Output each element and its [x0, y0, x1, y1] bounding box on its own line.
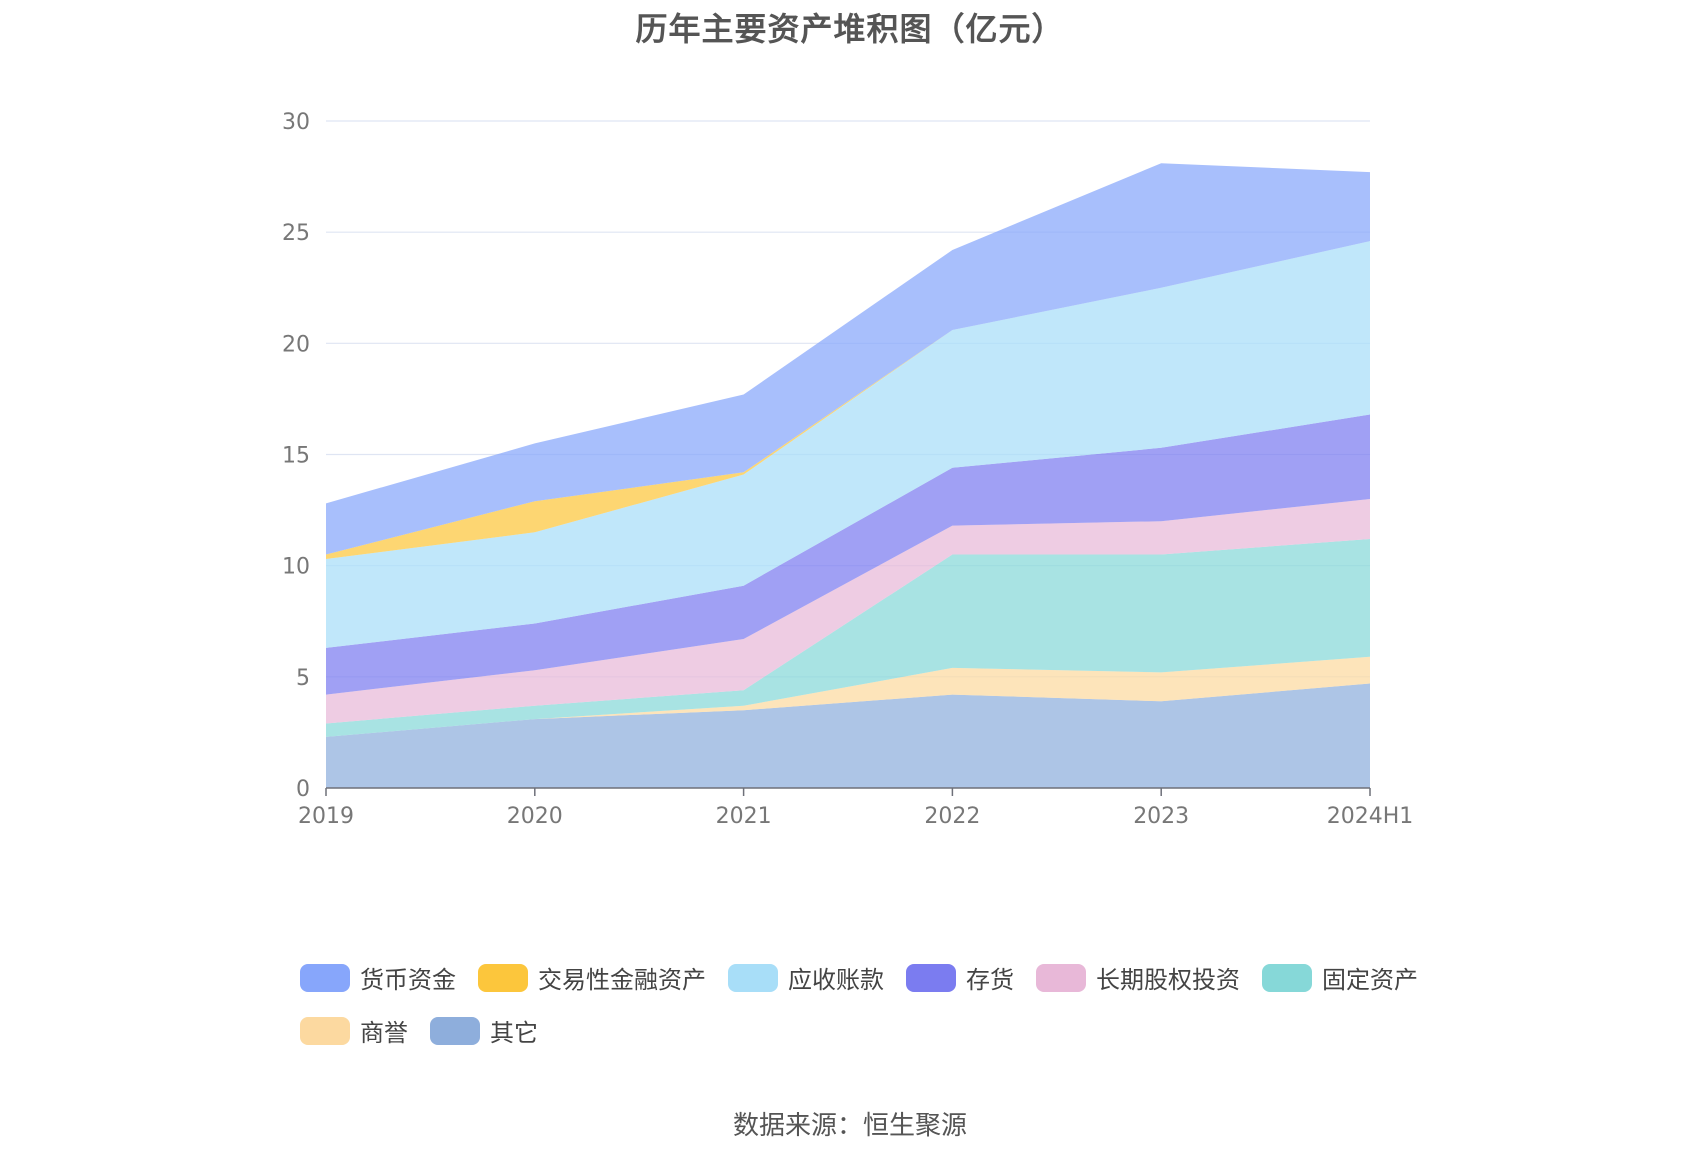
legend-swatch	[728, 963, 778, 992]
legend-label: 长期股权投资	[1096, 966, 1240, 994]
axes: 0 5 10 15 20 25 30 2019 2020 2021 2022 2023 2024H1	[282, 110, 1413, 829]
legend-item[interactable]: 长期股权投资	[1036, 960, 1240, 995]
legend-label: 固定资产	[1322, 966, 1418, 994]
area-固定资产	[326, 539, 1370, 737]
y-tick-label: 0	[296, 777, 310, 802]
area-长期股权投资	[326, 499, 1370, 724]
x-tick-label: 2022	[924, 804, 980, 829]
legend-swatch	[478, 963, 528, 992]
area-货币资金	[326, 163, 1370, 555]
legend-label: 应收账款	[788, 966, 884, 994]
legend-label: 其它	[490, 1019, 538, 1047]
x-tick-label: 2019	[298, 804, 354, 829]
legend-swatch	[300, 963, 350, 992]
legend-item[interactable]: 商誉	[300, 1013, 408, 1048]
legend-label: 交易性金融资产	[538, 966, 706, 994]
area-存货	[326, 414, 1370, 695]
legend-label: 存货	[966, 966, 1014, 994]
area-其它	[326, 683, 1370, 788]
y-tick-label: 25	[282, 221, 310, 246]
legend-swatch	[300, 1016, 350, 1045]
legend-item[interactable]: 存货	[906, 960, 1014, 995]
legend-swatch	[1036, 963, 1086, 992]
area-应收账款	[326, 241, 1370, 648]
legend-swatch	[906, 963, 956, 992]
legend-item[interactable]: 应收账款	[728, 960, 884, 995]
source-note: 数据来源：恒生聚源	[732, 1111, 967, 1141]
y-tick-label: 10	[282, 555, 310, 580]
area-series	[326, 163, 1370, 788]
y-tick-label: 15	[282, 444, 310, 469]
legend-item[interactable]: 固定资产	[1262, 960, 1418, 995]
x-tick-label: 2024H1	[1327, 804, 1414, 829]
chart-title: 历年主要资产堆积图（亿元）	[635, 10, 1065, 48]
stacked-area-chart: 0 5 10 15 20 25 30 2019 2020 2021 2022 2023 2024H1	[282, 110, 1413, 829]
area-商誉	[326, 656, 1370, 737]
x-tick-label: 2021	[716, 804, 772, 829]
legend-swatch	[430, 1016, 480, 1045]
legend: 货币资金 交易性金融资产 应收账款 存货 长期股权投资 固定资产商誉 其它	[300, 960, 1450, 1048]
legend-item[interactable]: 货币资金	[300, 960, 456, 995]
y-tick-label: 20	[282, 332, 310, 357]
legend-item[interactable]: 交易性金融资产	[478, 960, 706, 995]
legend-label: 商誉	[360, 1019, 408, 1047]
legend-label: 货币资金	[360, 966, 456, 994]
legend-item[interactable]: 其它	[430, 1013, 538, 1048]
x-tick-label: 2023	[1133, 804, 1189, 829]
y-tick-label: 30	[282, 110, 310, 135]
legend-swatch	[1262, 963, 1312, 992]
x-tick-label: 2020	[507, 804, 563, 829]
y-tick-label: 5	[296, 666, 310, 691]
